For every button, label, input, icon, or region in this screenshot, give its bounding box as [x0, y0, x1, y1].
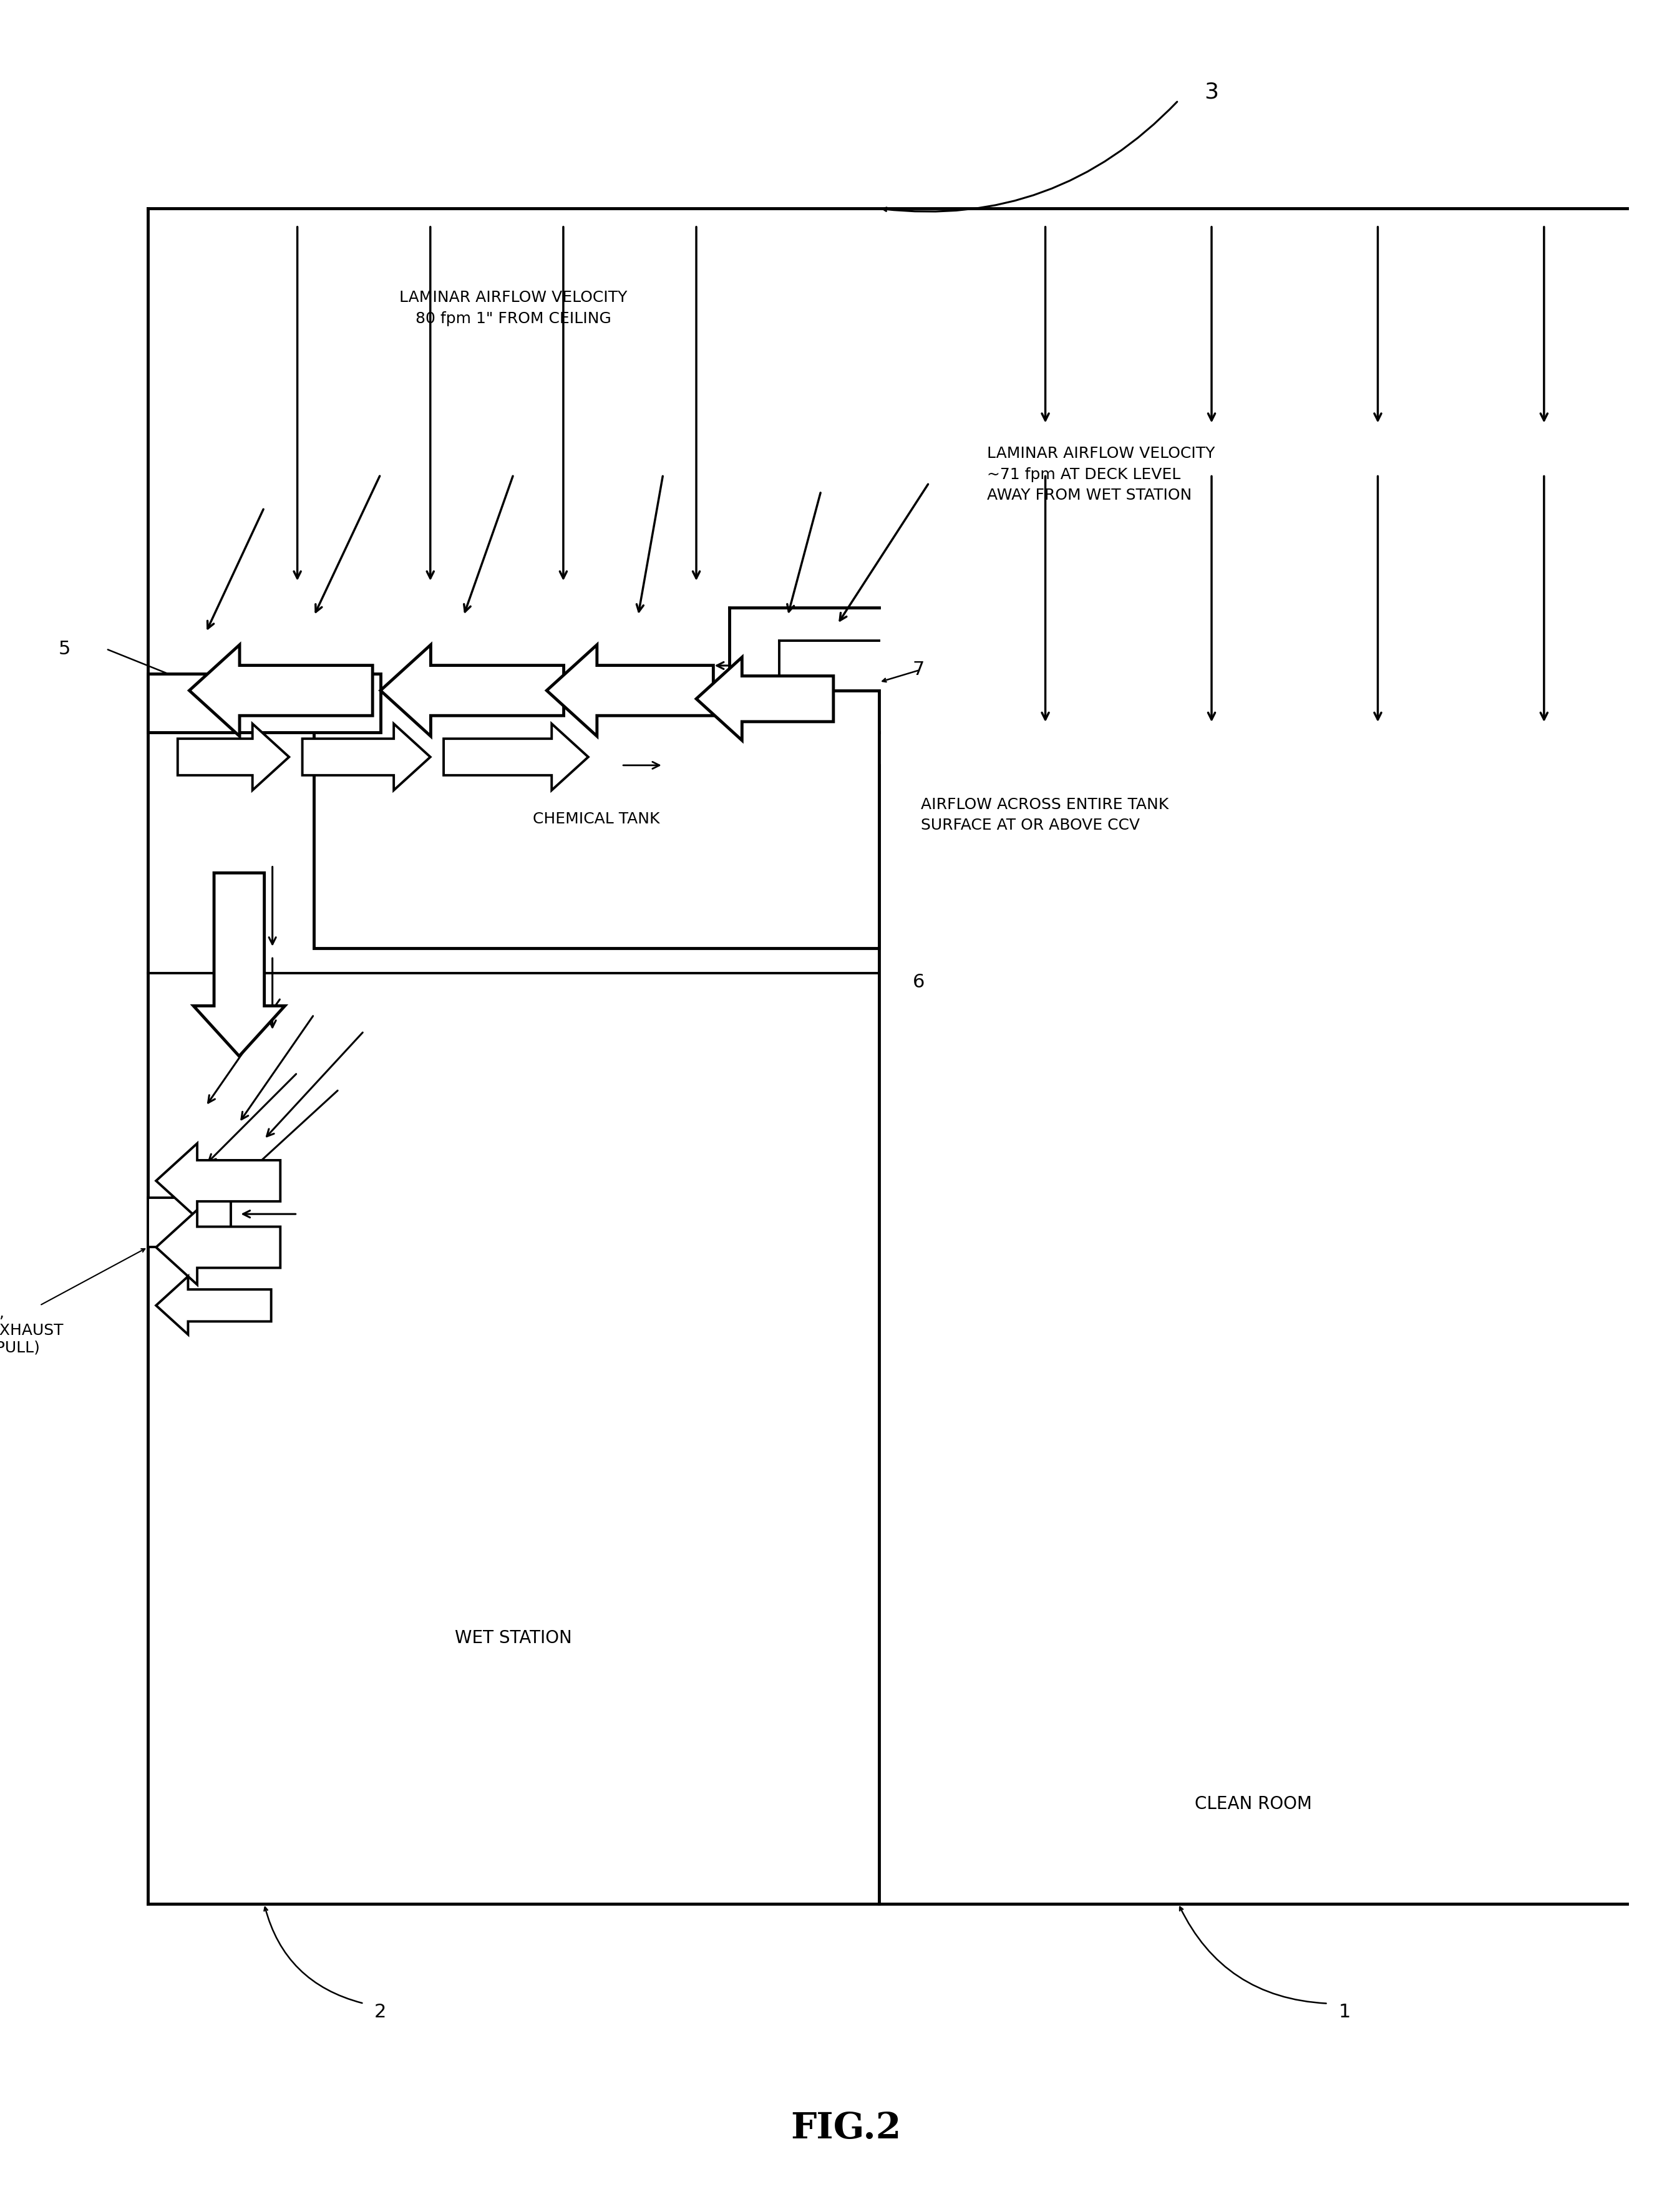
Text: AIRFLOW ACROSS ENTIRE TANK
SURFACE AT OR ABOVE CCV: AIRFLOW ACROSS ENTIRE TANK SURFACE AT OR…	[921, 796, 1169, 834]
Bar	[314, 690, 879, 949]
Polygon shape	[156, 1144, 280, 1219]
Text: 6: 6	[912, 973, 924, 991]
Text: 2: 2	[374, 2002, 386, 2022]
Text: WET STATION: WET STATION	[454, 1628, 572, 1646]
Polygon shape	[302, 723, 431, 790]
Text: 4,
EXHAUST
(PULL): 4, EXHAUST (PULL)	[0, 1305, 64, 1356]
Text: 3: 3	[1204, 82, 1219, 102]
Text: 7: 7	[912, 661, 924, 679]
Text: FIG.2: FIG.2	[790, 2110, 901, 2146]
Text: CLEAN ROOM: CLEAN ROOM	[1194, 1796, 1311, 1814]
Polygon shape	[193, 874, 285, 1055]
Text: 1: 1	[1338, 2002, 1350, 2022]
Polygon shape	[156, 1276, 272, 1334]
Polygon shape	[190, 644, 372, 737]
Bar	[148, 675, 381, 732]
Text: LAMINAR AIRFLOW VELOCITY
~71 fpm AT DECK LEVEL
AWAY FROM WET STATION: LAMINAR AIRFLOW VELOCITY ~71 fpm AT DECK…	[988, 447, 1216, 502]
Polygon shape	[547, 644, 713, 737]
Polygon shape	[696, 657, 833, 741]
Text: CHEMICAL TANK: CHEMICAL TANK	[533, 812, 661, 827]
Polygon shape	[178, 723, 288, 790]
Text: 5: 5	[59, 639, 70, 657]
Bar	[148, 1197, 231, 1248]
Polygon shape	[156, 1210, 280, 1285]
Text: LAMINAR AIRFLOW VELOCITY
80 fpm 1" FROM CEILING: LAMINAR AIRFLOW VELOCITY 80 fpm 1" FROM …	[399, 290, 627, 325]
Polygon shape	[381, 644, 563, 737]
Polygon shape	[444, 723, 589, 790]
